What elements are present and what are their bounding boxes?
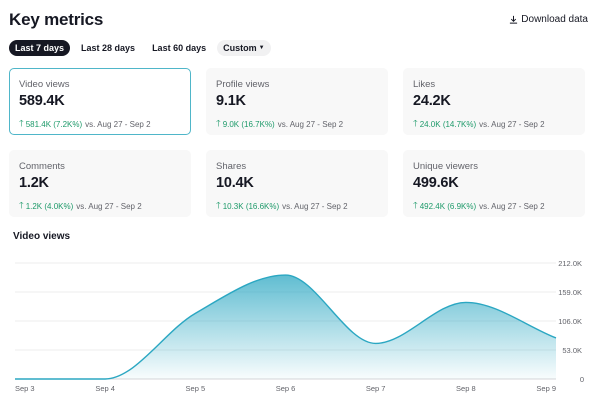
metric-card-shares[interactable]: Shares 10.4K 🡑 10.3K (16.6K%) vs. Aug 27 … <box>206 150 388 217</box>
metric-value: 499.6K <box>413 175 459 191</box>
metric-value: 589.4K <box>19 93 65 109</box>
metric-value: 1.2K <box>19 175 49 191</box>
metric-card-comments[interactable]: Comments 1.2K 🡑 1.2K (4.0K%) vs. Aug 27 -… <box>9 150 191 217</box>
metric-value: 9.1K <box>216 93 246 109</box>
metric-card-likes[interactable]: Likes 24.2K 🡑 24.0K (14.7K%) vs. Aug 27 -… <box>403 68 585 135</box>
x-tick-label: Sep 3 <box>15 384 35 393</box>
metric-delta-row: 🡑 581.4K (7.2K%) vs. Aug 27 - Sep 2 <box>19 116 181 132</box>
metric-label: Video views <box>19 79 70 90</box>
header: Key metrics Download data <box>9 8 591 34</box>
metric-delta: 9.0K (16.7K%) <box>222 119 275 129</box>
metric-label: Shares <box>216 161 247 172</box>
metric-delta-row: 🡑 9.0K (16.7K%) vs. Aug 27 - Sep 2 <box>216 116 378 132</box>
tab-last-28-days[interactable]: Last 28 days <box>75 40 142 56</box>
y-tick-label: 159.0K <box>558 288 582 297</box>
y-tick-label: 106.0K <box>558 317 582 326</box>
metric-delta-row: 🡑 1.2K (4.0K%) vs. Aug 27 - Sep 2 <box>19 198 181 214</box>
arrow-up-icon: 🡑 <box>216 118 221 128</box>
y-tick-label: 53.0K <box>562 346 582 355</box>
metric-delta: 10.3K (16.6K%) <box>222 201 280 211</box>
metric-compare: vs. Aug 27 - Sep 2 <box>76 201 142 211</box>
metric-delta: 492.4K (6.9K%) <box>419 201 477 211</box>
metric-compare: vs. Aug 27 - Sep 2 <box>479 119 545 129</box>
tab-custom[interactable]: Custom ▼ <box>217 40 271 56</box>
metric-delta: 1.2K (4.0K%) <box>25 201 74 211</box>
metric-card-profile-views[interactable]: Profile views 9.1K 🡑 9.0K (16.7K%) vs. Au… <box>206 68 388 135</box>
download-label: Download data <box>521 14 588 25</box>
download-icon <box>510 15 518 24</box>
tab-custom-label: Custom <box>223 43 257 53</box>
page-title: Key metrics <box>9 10 104 29</box>
metric-label: Unique viewers <box>413 161 478 172</box>
caret-down-icon: ▼ <box>258 45 265 51</box>
series-area <box>15 275 556 379</box>
metric-label: Profile views <box>216 79 270 90</box>
y-tick-label: 212.0K <box>558 259 582 268</box>
arrow-up-icon: 🡑 <box>413 118 418 128</box>
arrow-up-icon: 🡑 <box>216 200 221 210</box>
video-views-chart[interactable]: 0 53.0K 106.0K 159.0K 212.0K Sep 3 Sep 4 Sep 5 S… <box>0 250 600 405</box>
metric-value: 10.4K <box>216 175 254 191</box>
x-tick-label: Sep 9 <box>536 384 556 393</box>
tab-last-60-days[interactable]: Last 60 days <box>146 40 213 56</box>
metric-delta-row: 🡑 24.0K (14.7K%) vs. Aug 27 - Sep 2 <box>413 116 575 132</box>
arrow-up-icon: 🡑 <box>19 200 24 210</box>
arrow-up-icon: 🡑 <box>19 118 24 128</box>
x-tick-label: Sep 8 <box>456 384 476 393</box>
arrow-up-icon: 🡑 <box>413 200 418 210</box>
x-tick-label: Sep 4 <box>95 384 115 393</box>
chart-title: Video views <box>13 231 71 242</box>
metric-compare: vs. Aug 27 - Sep 2 <box>85 119 151 129</box>
metric-delta: 581.4K (7.2K%) <box>25 119 83 129</box>
metric-delta: 24.0K (14.7K%) <box>419 119 477 129</box>
series-line <box>14 274 557 380</box>
metric-delta-row: 🡑 492.4K (6.9K%) vs. Aug 27 - Sep 2 <box>413 198 575 214</box>
metric-compare: vs. Aug 27 - Sep 2 <box>479 201 545 211</box>
x-tick-label: Sep 7 <box>366 384 386 393</box>
metric-compare: vs. Aug 27 - Sep 2 <box>282 201 348 211</box>
tab-last-7-days[interactable]: Last 7 days <box>9 40 71 56</box>
metric-card-video-views[interactable]: Video views 589.4K 🡑 581.4K (7.2K%) vs. A… <box>9 68 191 135</box>
metric-value: 24.2K <box>413 93 451 109</box>
x-tick-label: Sep 5 <box>186 384 206 393</box>
metric-compare: vs. Aug 27 - Sep 2 <box>277 119 344 129</box>
metric-label: Comments <box>19 161 65 172</box>
download-data-button[interactable]: Download data <box>509 14 588 25</box>
x-tick-label: Sep 6 <box>276 384 296 393</box>
metric-card-unique-viewers[interactable]: Unique viewers 499.6K 🡑 492.4K (6.9K%) vs… <box>403 150 585 217</box>
y-tick-label: 0 <box>580 375 584 384</box>
metric-delta-row: 🡑 10.3K (16.6K%) vs. Aug 27 - Sep 2 <box>216 198 378 214</box>
date-range-tabs: Last 7 days Last 28 days Last 60 days Cu… <box>9 40 271 56</box>
metric-label: Likes <box>413 79 436 90</box>
